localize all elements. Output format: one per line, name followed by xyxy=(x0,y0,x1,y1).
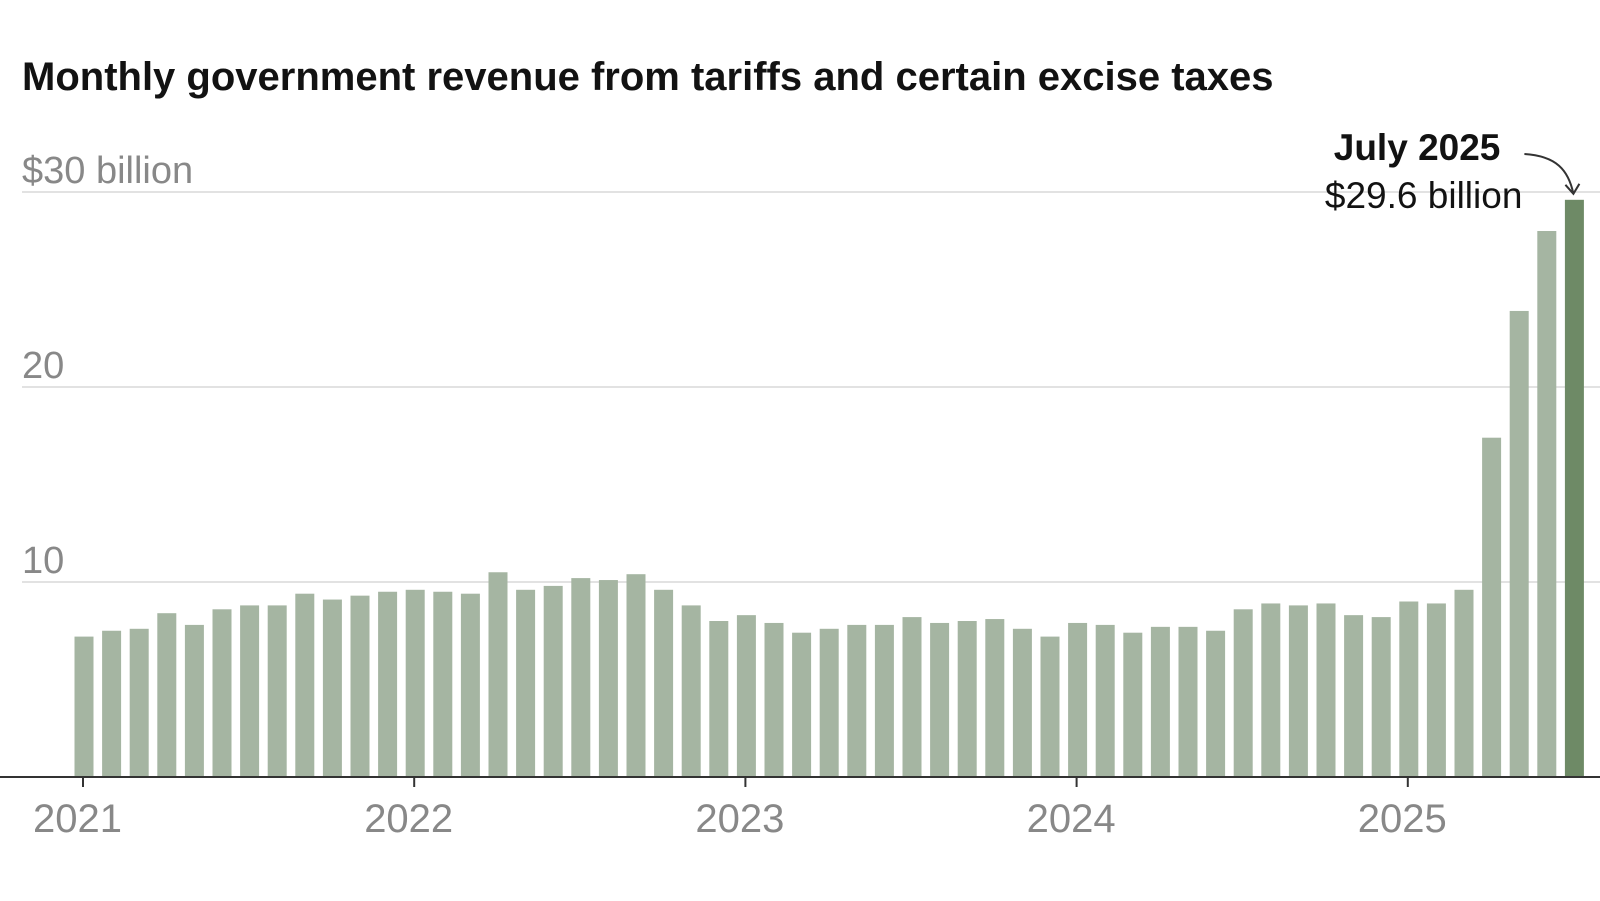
bar xyxy=(157,613,177,777)
x-tick-label: 2025 xyxy=(1358,797,1447,841)
bar xyxy=(1426,603,1446,777)
bar xyxy=(1564,199,1584,778)
bar xyxy=(1371,617,1391,777)
bar xyxy=(378,591,398,777)
x-tick-label: 2024 xyxy=(1027,797,1116,841)
bar xyxy=(1123,632,1143,777)
annotation-value: $29.6 billion xyxy=(1325,175,1522,216)
bar xyxy=(930,622,950,777)
bar xyxy=(626,574,646,777)
bar xyxy=(764,622,784,777)
bar xyxy=(1344,615,1364,777)
bar xyxy=(267,605,287,777)
bar xyxy=(792,632,812,777)
annotation-arrow-icon xyxy=(1524,153,1581,196)
chart-title: Monthly government revenue from tariffs … xyxy=(22,55,1274,99)
bar xyxy=(460,593,480,777)
bar xyxy=(736,615,756,777)
bar xyxy=(1454,589,1474,777)
bar xyxy=(902,617,922,777)
y-tick-label: 10 xyxy=(22,540,64,582)
annotation: July 2025 $29.6 billion xyxy=(1325,127,1581,216)
bar xyxy=(1068,622,1088,777)
x-tick-label: 2023 xyxy=(695,797,784,841)
bar xyxy=(543,585,563,777)
bar xyxy=(350,595,370,777)
gridlines xyxy=(22,191,1600,583)
bar xyxy=(1288,605,1308,777)
y-axis-tick-labels: 10 20 $30 billion xyxy=(22,150,193,582)
bar xyxy=(184,624,204,777)
bar xyxy=(709,621,729,777)
bar xyxy=(488,572,508,777)
x-tick-label: 2021 xyxy=(33,797,122,841)
x-tick-label: 2022 xyxy=(364,797,453,841)
bar xyxy=(1095,624,1115,777)
bar xyxy=(1399,601,1419,777)
bar xyxy=(874,624,894,777)
bar xyxy=(598,580,618,777)
bar xyxy=(1012,628,1032,777)
bar xyxy=(74,636,94,777)
bar xyxy=(571,578,591,777)
bar xyxy=(985,619,1005,777)
bar xyxy=(1509,310,1529,777)
bar xyxy=(1261,603,1281,777)
bar xyxy=(516,589,536,777)
bar xyxy=(433,591,453,777)
bar xyxy=(1233,609,1253,777)
bar xyxy=(681,605,701,777)
bar xyxy=(1178,626,1198,777)
bar xyxy=(1040,636,1060,777)
y-tick-label: 20 xyxy=(22,345,64,387)
bar xyxy=(1537,231,1557,777)
bar xyxy=(1150,626,1170,777)
bar xyxy=(295,593,315,777)
bar xyxy=(1316,603,1336,777)
y-tick-label: $30 billion xyxy=(22,150,193,192)
bar xyxy=(240,605,260,777)
bar xyxy=(654,589,674,777)
bar xyxy=(322,599,342,777)
bar xyxy=(1482,437,1502,777)
bar xyxy=(102,630,122,777)
bar xyxy=(847,624,867,777)
bars xyxy=(74,199,1584,778)
annotation-title: July 2025 xyxy=(1334,127,1501,168)
bar xyxy=(405,589,425,777)
bar xyxy=(212,609,232,777)
bar xyxy=(129,628,149,777)
x-axis-ticks: 2021 2022 2023 2024 2025 xyxy=(33,777,1447,841)
bar xyxy=(1206,630,1226,777)
bar xyxy=(957,621,977,777)
bar xyxy=(819,628,839,777)
